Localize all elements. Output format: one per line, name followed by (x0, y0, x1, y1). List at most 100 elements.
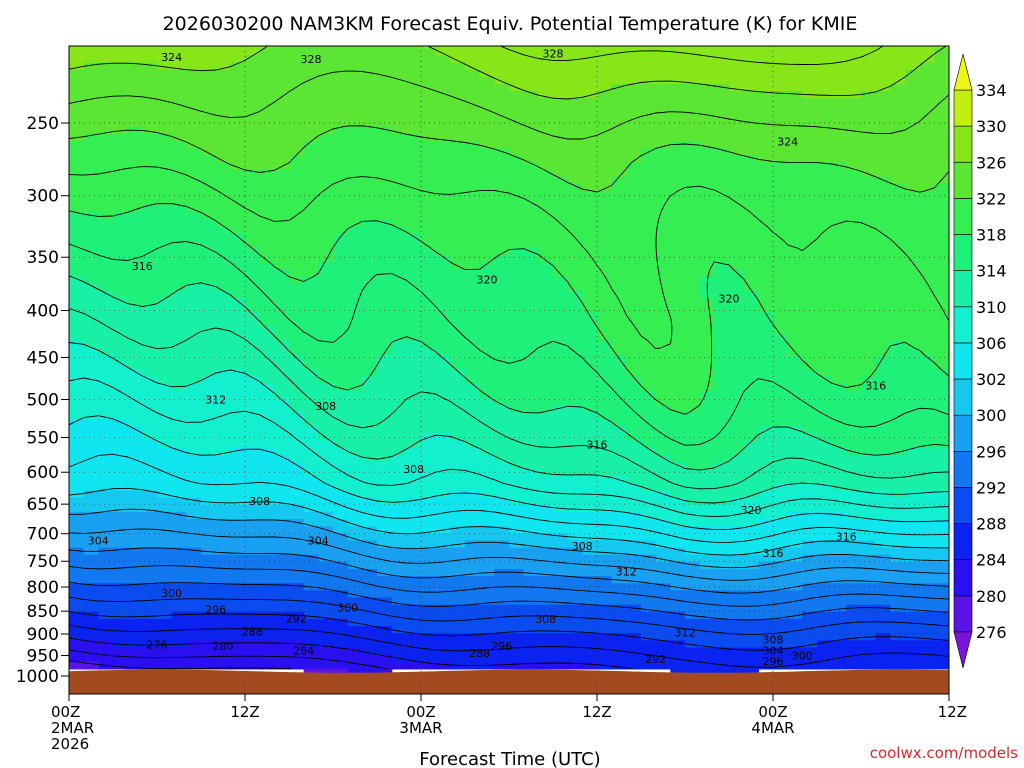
field-cell (582, 483, 598, 492)
field-cell (890, 319, 906, 328)
field-cell (83, 333, 99, 342)
field-cell (655, 590, 671, 599)
field-cell (318, 497, 334, 506)
field-cell (157, 255, 173, 263)
field-cell (875, 454, 891, 463)
field-cell (538, 404, 554, 413)
field-cell (743, 76, 759, 85)
field-cell (465, 483, 481, 492)
field-cell (729, 212, 745, 221)
field-cell (934, 354, 949, 363)
field-cell (538, 62, 554, 71)
field-cell (333, 305, 349, 313)
field-cell (406, 533, 422, 542)
field-cell (611, 205, 627, 213)
field-cell (479, 583, 495, 591)
field-cell (245, 269, 261, 278)
field-cell (347, 611, 363, 620)
field-cell (890, 155, 906, 163)
field-cell (685, 419, 701, 427)
field-cell (685, 561, 701, 570)
field-cell (83, 376, 99, 385)
field-cell (523, 333, 539, 342)
field-cell (245, 604, 261, 613)
field-cell (597, 547, 613, 556)
field-cell (318, 198, 334, 206)
field-cell (142, 262, 158, 270)
field-cell (758, 48, 774, 56)
field-cell (890, 519, 906, 527)
field-cell (553, 240, 569, 249)
field-cell (406, 98, 422, 106)
field-cell (861, 169, 877, 178)
field-cell (509, 354, 525, 363)
field-cell (729, 198, 745, 206)
field-cell (509, 176, 525, 185)
field-cell (435, 412, 451, 420)
field-cell (186, 233, 202, 242)
field-cell (318, 176, 334, 185)
field-cell (626, 183, 642, 192)
field-cell (509, 576, 525, 584)
field-cell (890, 247, 906, 256)
field-cell (171, 233, 187, 242)
field-cell (919, 412, 935, 420)
field-cell (479, 547, 495, 556)
field-cell (817, 376, 833, 385)
field-cell (215, 462, 231, 470)
field-cell (567, 547, 583, 556)
field-cell (831, 255, 847, 263)
field-cell (494, 426, 510, 435)
field-cell (69, 404, 85, 413)
field-cell (875, 440, 891, 449)
field-cell (567, 390, 583, 399)
field-cell (875, 269, 891, 278)
field-cell (626, 55, 642, 64)
field-cell (729, 590, 745, 599)
field-cell (494, 369, 510, 377)
field-cell (699, 140, 715, 149)
field-cell (509, 162, 525, 171)
field-cell (641, 155, 657, 163)
field-cell (157, 212, 173, 221)
field-cell (421, 119, 437, 128)
field-cell (157, 247, 173, 256)
field-cell (142, 426, 158, 435)
field-cell (846, 376, 862, 385)
field-cell (641, 276, 657, 285)
field-cell (655, 297, 671, 306)
field-cell (729, 83, 745, 92)
field-cell (421, 34, 436, 42)
field-cell (479, 183, 495, 192)
field-cell (479, 162, 495, 171)
field-cell (699, 526, 715, 534)
field-cell (157, 426, 173, 435)
field-cell (861, 597, 877, 606)
field-cell (567, 305, 583, 313)
field-cell (905, 576, 921, 584)
field-cell (567, 83, 583, 92)
field-cell (494, 34, 509, 42)
field-cell (303, 611, 319, 620)
field-cell (611, 148, 627, 156)
field-cell (509, 169, 525, 178)
field-cell (597, 169, 613, 178)
field-cell (259, 476, 275, 484)
field-cell (553, 62, 569, 71)
field-cell (435, 397, 451, 406)
field-cell (817, 126, 833, 135)
field-cell (729, 233, 745, 242)
field-cell (69, 504, 85, 513)
field-cell (186, 469, 202, 477)
field-cell (289, 447, 305, 456)
field-cell (230, 490, 246, 499)
field-cell (861, 126, 877, 135)
field-cell (523, 205, 539, 213)
field-cell (435, 46, 451, 49)
field-cell (553, 312, 569, 320)
field-cell (919, 233, 935, 242)
field-cell (201, 198, 217, 206)
field-cell (699, 305, 715, 313)
field-cell (641, 426, 657, 435)
field-cell (846, 561, 862, 570)
